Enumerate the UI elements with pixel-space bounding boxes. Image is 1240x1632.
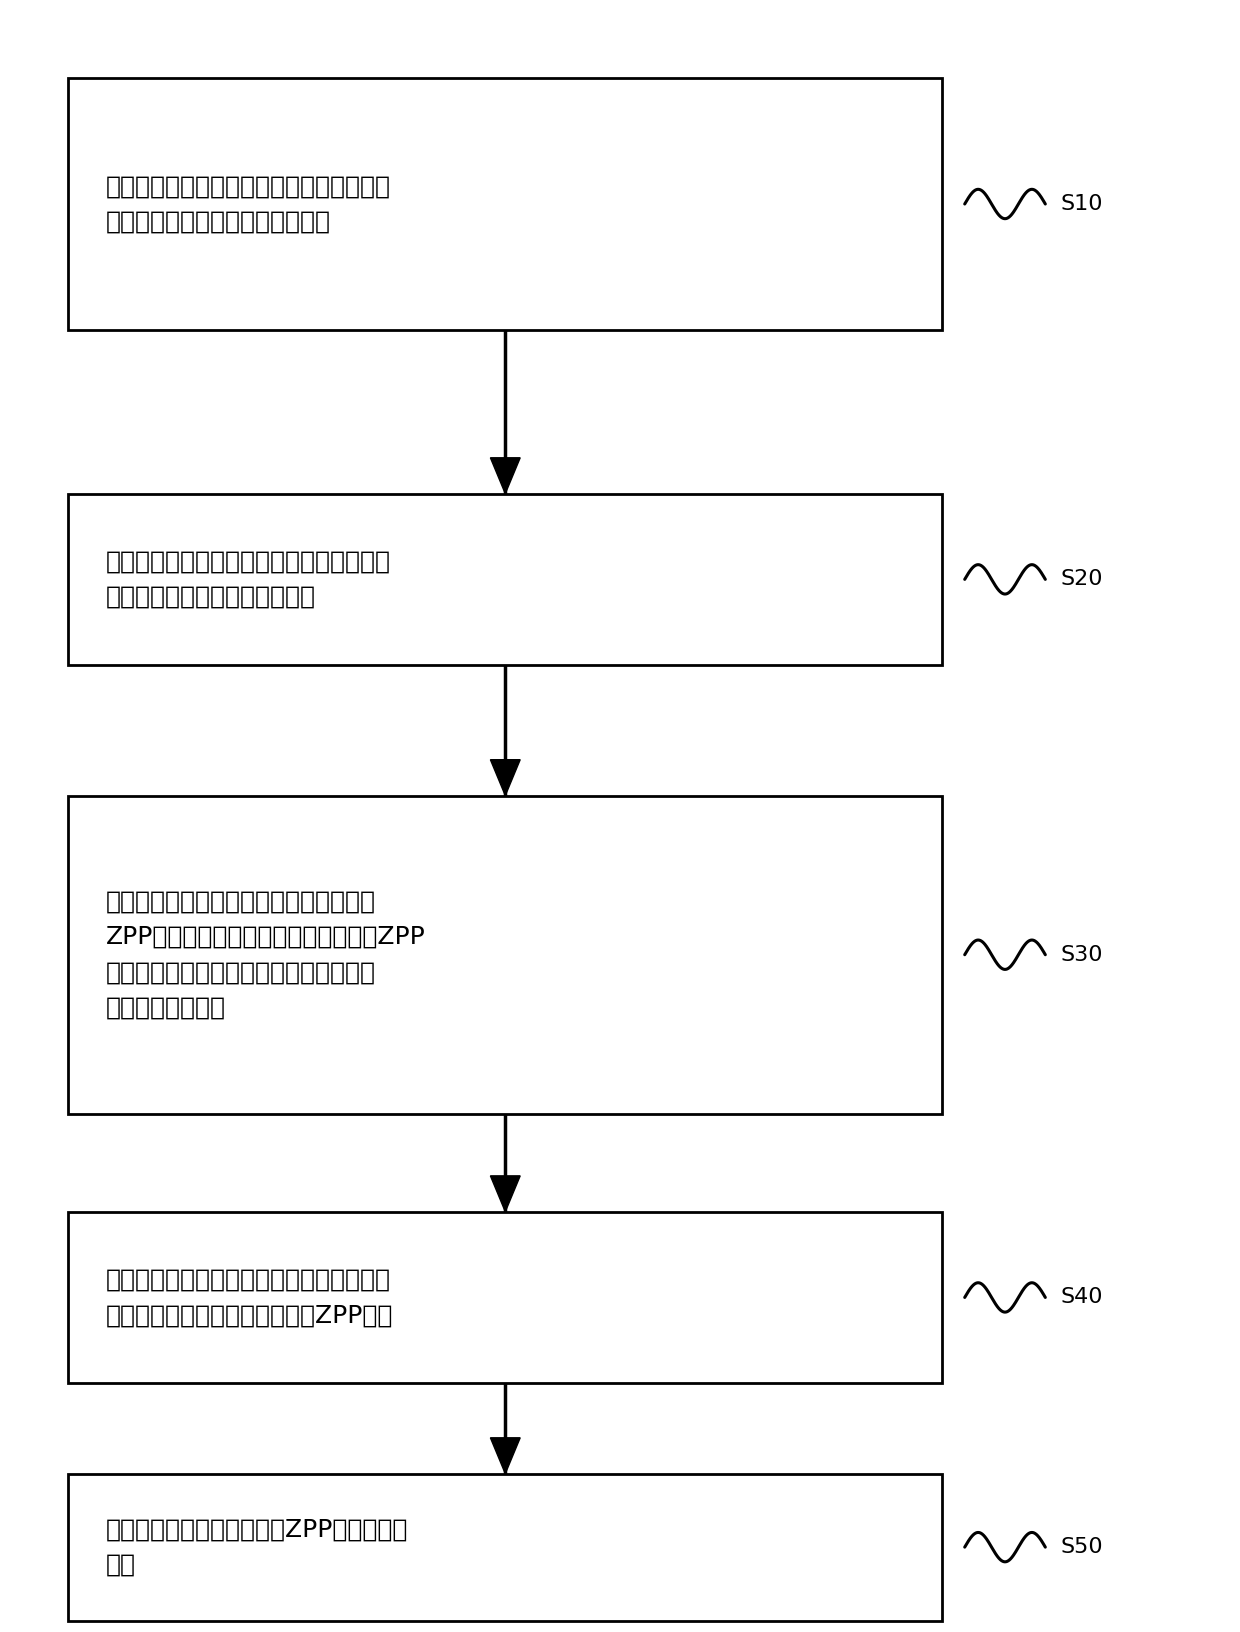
Bar (68, 77, 942, 330)
Text: S50: S50 (1060, 1537, 1102, 1557)
Bar (68, 494, 942, 666)
Polygon shape (490, 1175, 521, 1211)
Bar (68, 1211, 942, 1384)
Polygon shape (490, 457, 521, 494)
Text: S10: S10 (1060, 194, 1102, 214)
Text: 采用激发光源对待测样品进行辐射，获取一
段时间内待测样品的特征荧光信号: 采用激发光源对待测样品进行辐射，获取一 段时间内待测样品的特征荧光信号 (105, 175, 391, 233)
Bar (68, 1474, 942, 1621)
Bar (68, 796, 942, 1115)
Text: S30: S30 (1060, 945, 1102, 965)
Text: 通过多组标准样品的特征荧光强度数据与
ZPP浓度数据，对特征荧光强度数据与ZPP
浓度的比例关系进行线性校正，得到校正
后的光学特性系数: 通过多组标准样品的特征荧光强度数据与 ZPP浓度数据，对特征荧光强度数据与ZPP… (105, 889, 425, 1020)
Text: 根据待测样品的特征荧光强度数据和校正后
的光学特性系数计算待测样品的ZPP浓度: 根据待测样品的特征荧光强度数据和校正后 的光学特性系数计算待测样品的ZPP浓度 (105, 1268, 393, 1327)
Text: 根据一段时间内待测样品的特征荧光信号计
算待测样品的特征荧光强度数据: 根据一段时间内待测样品的特征荧光信号计 算待测样品的特征荧光强度数据 (105, 550, 391, 609)
Polygon shape (490, 761, 521, 796)
Text: S20: S20 (1060, 570, 1102, 589)
Text: 在显示设备上输出待测样品ZPP浓度的计算
结果: 在显示设备上输出待测样品ZPP浓度的计算 结果 (105, 1518, 408, 1577)
Polygon shape (490, 1438, 521, 1474)
Text: S40: S40 (1060, 1288, 1102, 1307)
